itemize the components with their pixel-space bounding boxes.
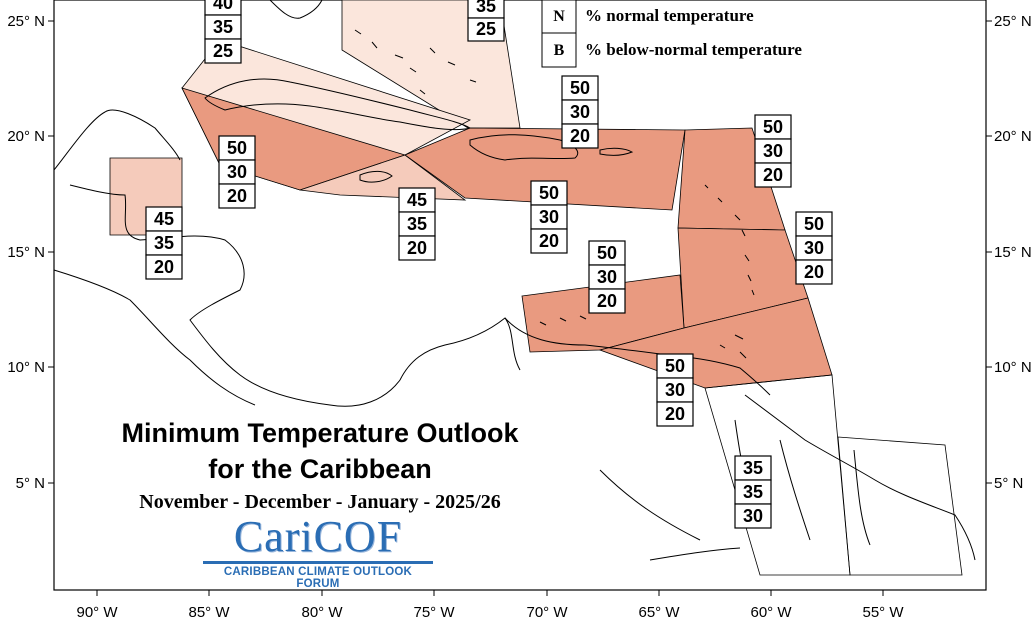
lat-axis-right: 25° N 20° N 15° N 10° N 5° N: [986, 13, 1032, 492]
prob-value: 35: [154, 233, 174, 253]
prob-value: 30: [227, 162, 247, 182]
lon-tick-label: 60° W: [750, 604, 792, 621]
lon-axis: 90° W 85° W 80° W 75° W 70° W 65° W 60° …: [76, 590, 904, 621]
lat-tick-label: 5° N: [994, 475, 1023, 492]
prob-value: 20: [597, 291, 617, 311]
prob-value: 25: [476, 19, 496, 39]
region-suriname: [837, 436, 963, 576]
prob-value: 45: [154, 209, 174, 229]
coastlines: [53, 0, 976, 561]
yucatan-coast: [53, 109, 181, 171]
cuba-coast: [204, 78, 472, 131]
probability-box: 50 30 20: [754, 114, 792, 188]
jamaica-coast: [359, 170, 393, 183]
bahamas-islands: [354, 29, 477, 95]
prob-value: 30: [804, 238, 824, 258]
prob-value: 20: [227, 186, 247, 206]
prob-value: 50: [227, 138, 247, 158]
legend-text-normal: % normal temperature: [585, 6, 754, 25]
legend-text-below: % below-normal temperature: [585, 40, 802, 59]
lat-tick-label: 20° N: [994, 128, 1032, 145]
prob-value: 25: [213, 41, 233, 61]
puerto-rico-coast: [599, 147, 634, 156]
map-subtitle: November - December - January - 2025/26: [139, 491, 501, 513]
lat-tick-label: 20° N: [7, 128, 45, 145]
logo-underline: [203, 561, 433, 564]
caricof-logo: CariCOF CARIBBEAN CLIMATE OUTLOOK FORUM: [203, 515, 433, 590]
prob-value: 30: [743, 506, 763, 526]
probability-box: 45 35 20: [398, 187, 436, 261]
lon-tick-label: 55° W: [862, 604, 904, 621]
map-title-line2: for the Caribbean: [208, 454, 432, 484]
lon-tick-label: 65° W: [638, 604, 680, 621]
prob-value: 35: [407, 214, 427, 234]
lat-tick-label: 25° N: [994, 13, 1032, 30]
probability-box: 50 30 20: [561, 75, 599, 149]
lat-tick-label: 15° N: [7, 244, 45, 261]
lat-tick-label: 10° N: [7, 359, 45, 376]
prob-value: 20: [804, 262, 824, 282]
prob-value: 50: [597, 243, 617, 263]
lat-tick-label: 15° N: [994, 244, 1032, 261]
prob-value: 20: [154, 257, 174, 277]
prob-value: 20: [763, 165, 783, 185]
prob-value: 35: [743, 482, 763, 502]
legend-key-below: B: [554, 42, 565, 59]
prob-value: 30: [665, 380, 685, 400]
lesser-antilles: [704, 184, 755, 359]
prob-value: 20: [539, 231, 559, 251]
prob-value: 30: [763, 141, 783, 161]
lat-tick-label: 5° N: [16, 475, 45, 492]
lon-tick-label: 85° W: [188, 604, 230, 621]
legend: N B % normal temperature % below-normal …: [541, 0, 802, 68]
pacific-coast: [53, 269, 256, 406]
probability-box: 50 30 20: [795, 211, 833, 285]
lat-tick-label: 10° N: [994, 359, 1032, 376]
prob-value: 20: [407, 238, 427, 258]
hispaniola-coast: [469, 134, 579, 161]
florida-coast: [269, 0, 323, 19]
prob-value: 30: [539, 207, 559, 227]
prob-value: 50: [804, 214, 824, 234]
prob-value: 20: [665, 404, 685, 424]
probability-box: 50 30 20: [218, 135, 256, 209]
probability-box: 35 35 30: [734, 455, 772, 529]
guianas-coast: [744, 394, 976, 561]
prob-value: 40: [213, 0, 233, 13]
map-title-line1: Minimum Temperature Outlook: [121, 418, 519, 448]
prob-value: 20: [570, 126, 590, 146]
legend-key-normal: N: [553, 8, 565, 25]
lat-tick-label: 25° N: [7, 13, 45, 30]
lon-tick-label: 75° W: [413, 604, 455, 621]
prob-value: 30: [570, 102, 590, 122]
probability-box: 50 30 20: [656, 353, 694, 427]
prob-value: 35: [743, 458, 763, 478]
lon-tick-label: 70° W: [526, 604, 568, 621]
prob-value: 50: [763, 117, 783, 137]
prob-value: 50: [539, 183, 559, 203]
abc-islands: [539, 315, 587, 326]
probability-box: 35 25: [467, 0, 505, 42]
probability-box: 50 30 20: [588, 240, 626, 314]
logo-tagline: CARIBBEAN CLIMATE OUTLOOK FORUM: [223, 566, 413, 590]
prob-value: 45: [407, 190, 427, 210]
prob-value: 50: [570, 78, 590, 98]
probability-box: 40 35 25: [204, 0, 242, 64]
prob-value: 35: [213, 17, 233, 37]
lat-axis-left: 25° N 20° N 15° N 10° N 5° N: [7, 13, 54, 492]
central-america-coast: [69, 184, 521, 407]
prob-value: 30: [597, 267, 617, 287]
lon-tick-label: 90° W: [76, 604, 118, 621]
logo-wordmark: CariCOF: [233, 512, 403, 561]
probability-box: 50 30 20: [530, 180, 568, 254]
prob-value: 35: [476, 0, 496, 16]
lon-tick-label: 80° W: [301, 604, 343, 621]
probability-box: 45 35 20: [145, 206, 183, 280]
prob-value: 50: [665, 356, 685, 376]
